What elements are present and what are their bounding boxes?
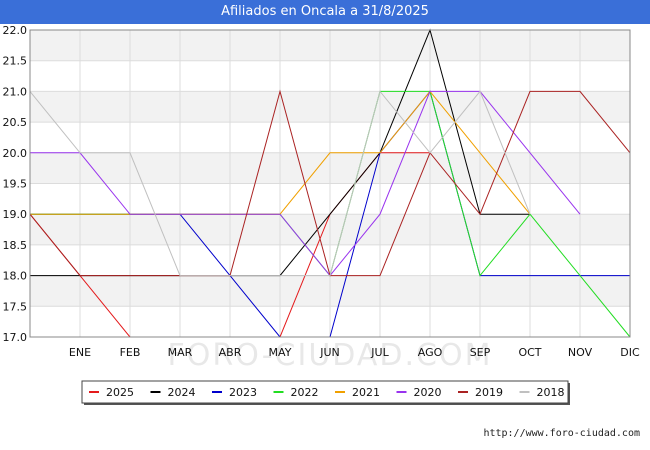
x-tick-label: JUL	[370, 346, 389, 359]
y-tick-label: 18.0	[3, 270, 28, 283]
y-tick-label: 22.0	[3, 24, 28, 37]
x-tick-label: MAR	[168, 346, 193, 359]
grid	[29, 29, 631, 338]
x-tick-label: NOV	[568, 346, 593, 359]
legend-box	[81, 380, 569, 404]
axes: 17.0 17.5 18.0 18.5 19.0 19.5 20.0 20.5 21.0 21.5…	[3, 24, 641, 359]
legend-label-2023: 2023	[229, 386, 257, 399]
plot-frame	[29, 29, 631, 338]
legend: 2025 2024 2023 2022 2021 2020 2019 2018	[81, 380, 570, 405]
legend-label-2019: 2019	[475, 386, 503, 399]
y-tick-label: 19.5	[3, 178, 28, 191]
y-tick-label: 19.0	[3, 208, 28, 221]
series-line-2020	[30, 90, 581, 277]
chart-title: Afiliados en Oncala a 31/8/2025	[0, 0, 650, 24]
y-tick-label: 21.0	[3, 85, 28, 98]
x-tick-label: SEP	[470, 346, 491, 359]
line-chart: FORO-CIUDAD.COM 17.0 17.5 18.0 18.5 19.0 19.5…	[3, 24, 641, 405]
legend-label-2020: 2020	[414, 386, 442, 399]
x-tick-label: ABR	[219, 346, 242, 359]
legend-label-2024: 2024	[168, 386, 196, 399]
x-tick-label: OCT	[518, 346, 541, 359]
x-tick-label: AGO	[418, 346, 443, 359]
watermark: FORO-CIUDAD.COM	[168, 338, 493, 373]
x-tick-label: DIC	[620, 346, 640, 359]
y-tick-label: 17.0	[3, 331, 28, 344]
y-tick-label: 17.5	[3, 300, 28, 313]
series-line-2018	[29, 90, 531, 277]
footer-url[interactable]: http://www.foro-ciudad.com	[483, 428, 640, 439]
x-tick-label: ENE	[69, 346, 91, 359]
y-tick-label: 20.0	[3, 147, 28, 160]
watermark-layer: FORO-CIUDAD.COM	[168, 338, 493, 373]
legend-label-2018: 2018	[537, 386, 565, 399]
y-tick-label: 20.5	[3, 116, 28, 129]
y-tick-label: 21.5	[3, 55, 28, 68]
x-tick-label: JUN	[319, 346, 340, 359]
y-tick-label: 18.5	[3, 239, 28, 252]
x-tick-label: MAY	[269, 346, 292, 359]
legend-label-2022: 2022	[291, 386, 319, 399]
legend-label-2021: 2021	[352, 386, 380, 399]
legend-label-2025: 2025	[106, 386, 134, 399]
x-tick-label: FEB	[120, 346, 141, 359]
